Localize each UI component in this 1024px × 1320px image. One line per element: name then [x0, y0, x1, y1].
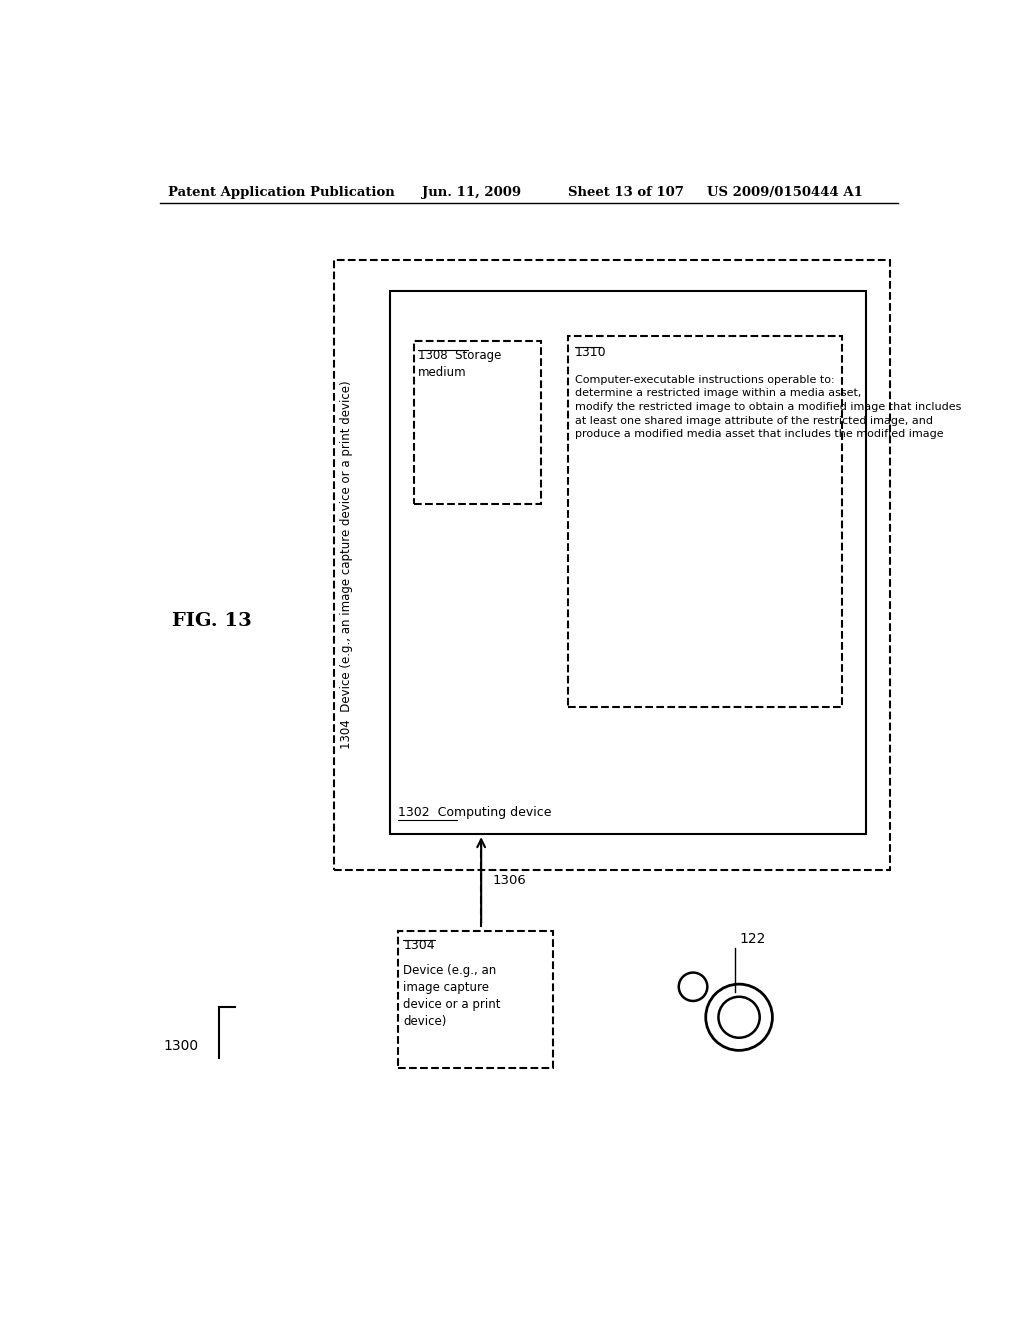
Text: 1308  Storage
medium: 1308 Storage medium — [418, 350, 501, 379]
Text: Computer-executable instructions operable to:
determine a restricted image withi: Computer-executable instructions operabl… — [574, 375, 962, 440]
Text: 1310: 1310 — [574, 346, 606, 359]
Text: 1300: 1300 — [164, 1039, 199, 1053]
Text: 1304: 1304 — [403, 939, 435, 952]
Text: US 2009/0150444 A1: US 2009/0150444 A1 — [708, 186, 863, 199]
Text: Patent Application Publication: Patent Application Publication — [168, 186, 394, 199]
Text: Sheet 13 of 107: Sheet 13 of 107 — [568, 186, 684, 199]
Text: FIG. 13: FIG. 13 — [172, 612, 252, 630]
Text: 1304  Device (e.g., an image capture device or a print device): 1304 Device (e.g., an image capture devi… — [340, 380, 352, 750]
Text: Device (e.g., an
image capture
device or a print
device): Device (e.g., an image capture device or… — [403, 965, 501, 1028]
Text: 1306: 1306 — [494, 874, 526, 887]
Text: 122: 122 — [739, 932, 766, 946]
Text: Jun. 11, 2009: Jun. 11, 2009 — [422, 186, 521, 199]
Text: 1302  Computing device: 1302 Computing device — [397, 807, 551, 818]
